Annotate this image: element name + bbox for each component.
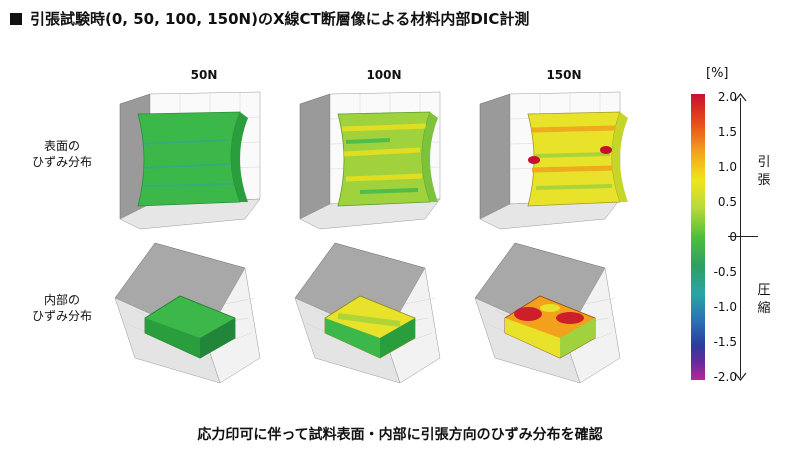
title-text: 引張試験時(0, 50, 100, 150N)のX線CT断層像による材料内部DI…: [30, 10, 530, 28]
interior-strain-50n-plot: [114, 242, 261, 384]
surface-strain-150n-plot: [479, 91, 628, 230]
tension-label: 引張: [757, 155, 771, 188]
square-bullet-icon: [10, 12, 22, 25]
legend-unit: [%]: [706, 66, 729, 81]
tension-axis-line: [740, 98, 741, 236]
legend-tick: 1.0: [717, 160, 737, 174]
arrow-up-icon: [734, 93, 747, 102]
legend-tick: -0.5: [713, 265, 737, 279]
zero-divider-line: [728, 236, 758, 237]
legend-tick: 1.5: [717, 125, 737, 139]
interior-strain-150n-plot: [474, 242, 621, 384]
surface-strain-50n-plot: [119, 91, 261, 230]
row-label-surface: 表面の ひずみ分布: [31, 139, 92, 169]
row-label-interior: 内部の ひずみ分布: [31, 293, 92, 323]
column-header-100n: 100N: [366, 68, 402, 82]
legend-tick: 2.0: [717, 90, 737, 104]
strain-colorbar: [691, 94, 705, 380]
arrow-down-icon: [734, 372, 747, 381]
legend-tick: 0.5: [717, 195, 737, 209]
legend-tick: 0: [729, 230, 737, 244]
compression-axis-line: [740, 236, 741, 378]
legend-tick: -2.0: [713, 370, 737, 384]
compression-label: 圧縮: [757, 283, 771, 316]
legend-tick: -1.0: [713, 300, 737, 314]
figure-title: 引張試験時(0, 50, 100, 150N)のX線CT断層像による材料内部DI…: [10, 8, 529, 29]
surface-strain-100n-plot: [299, 91, 441, 230]
interior-strain-100n-plot: [294, 242, 441, 384]
legend-tick: -1.5: [713, 335, 737, 349]
column-header-50n: 50N: [190, 68, 218, 82]
figure-caption: 応力印可に伴って試料表面・内部に引張方向のひずみ分布を確認: [197, 427, 603, 443]
column-header-150n: 150N: [546, 68, 582, 82]
